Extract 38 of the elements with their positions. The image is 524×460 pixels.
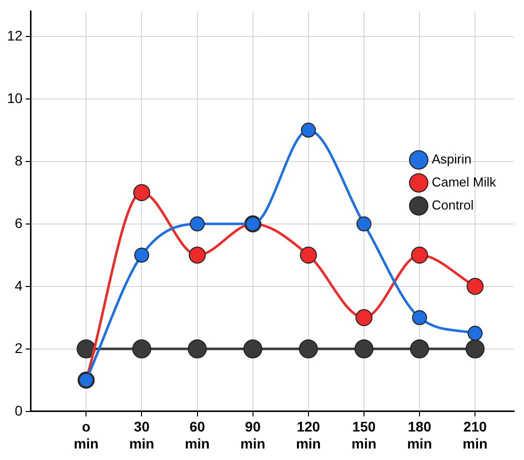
x-tick-label: 60 min: [184, 418, 210, 452]
x-tick-label: o min: [74, 418, 99, 452]
y-tick-label: 2: [14, 340, 23, 356]
legend-label: Aspirin: [432, 151, 472, 166]
point: [355, 309, 372, 326]
y-tick-label: 6: [14, 214, 23, 231]
point: [188, 339, 207, 358]
x-tick-label: 210 min: [462, 418, 488, 452]
point: [411, 246, 428, 264]
point: [412, 310, 428, 326]
y-tick-label: 0: [14, 402, 23, 418]
legend-label: Camel Milk: [432, 174, 496, 190]
point: [468, 326, 483, 341]
point: [466, 339, 485, 358]
x-tick-label: 180 min: [407, 418, 432, 452]
point: [132, 339, 152, 358]
x-tick-label: 90 min: [240, 418, 266, 452]
point: [300, 122, 316, 138]
point: [190, 216, 205, 232]
point: [354, 339, 374, 358]
point: [133, 184, 150, 202]
x-tick-label: 30 min: [129, 418, 154, 452]
point: [300, 246, 317, 264]
y-tick-label: 8: [14, 152, 23, 168]
point: [466, 278, 484, 295]
point: [298, 339, 318, 358]
y-tick-label: 4: [14, 277, 23, 294]
point: [356, 216, 372, 232]
x-tick-label: 150 min: [352, 418, 376, 452]
y-tick-label: 10: [6, 90, 23, 106]
point: [410, 339, 430, 358]
point: [76, 339, 96, 358]
point: [188, 246, 206, 264]
legend-label: Control: [432, 197, 474, 212]
x-tick-label: 120 min: [296, 418, 321, 452]
point: [134, 248, 150, 263]
y-tick-label: 12: [6, 27, 23, 44]
point: [243, 339, 262, 358]
